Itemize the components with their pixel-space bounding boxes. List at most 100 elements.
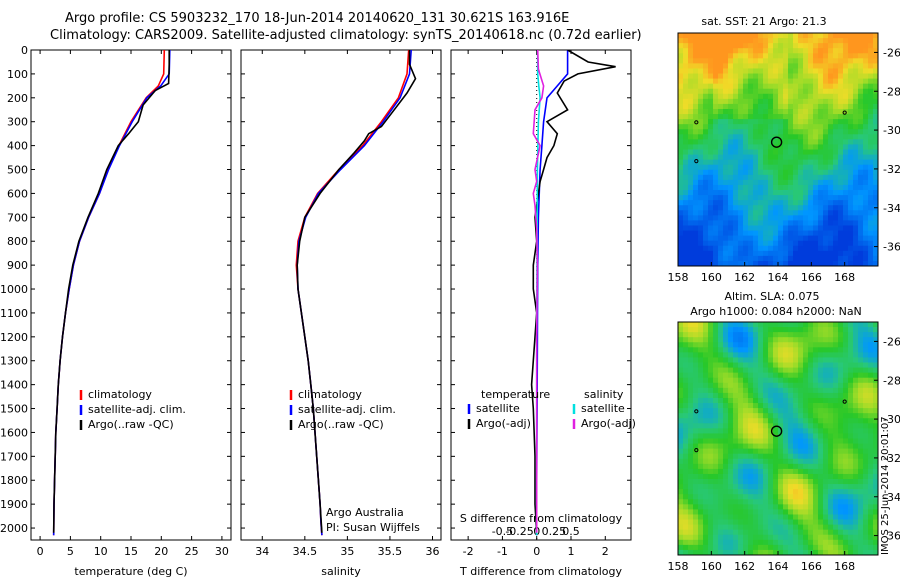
sla-map-subtitle: Argo h1000: 0.084 h2000: NaN <box>690 305 862 318</box>
map-cell <box>788 489 794 495</box>
map-cell <box>773 468 779 475</box>
map-cell <box>803 453 809 460</box>
map-cell <box>763 514 769 520</box>
map-cell <box>738 215 744 221</box>
map-cell <box>738 235 744 242</box>
map-cell <box>798 48 804 54</box>
map-cell <box>833 220 839 226</box>
map-cell <box>873 347 878 353</box>
map-cell <box>738 230 744 237</box>
map-cell <box>693 463 699 470</box>
map-cell <box>858 387 864 394</box>
map-cell <box>723 423 729 429</box>
map-cell <box>718 367 724 374</box>
map-cell <box>863 357 869 363</box>
map-cell <box>708 108 714 115</box>
map-cell <box>698 169 704 176</box>
map-cell <box>703 134 709 140</box>
map-cell <box>688 119 694 125</box>
map-cell <box>743 499 749 505</box>
map-cell <box>718 58 724 64</box>
map-cell <box>873 524 878 531</box>
map-cell <box>843 458 849 465</box>
map-cell <box>843 103 849 110</box>
map-cell <box>843 38 849 44</box>
map-cell <box>853 169 859 176</box>
map-cell <box>778 544 784 551</box>
map-cell <box>873 352 878 358</box>
map-cell <box>743 458 749 465</box>
map-cell <box>768 473 774 480</box>
map-cell <box>868 327 874 333</box>
map-cell <box>703 357 709 363</box>
sst-map-title: sat. SST: 21 Argo: 21.3 <box>701 15 826 28</box>
map-cell <box>758 392 764 399</box>
x-tick-label: 20 <box>154 545 168 558</box>
map-cell <box>748 342 754 348</box>
map-cell <box>718 184 724 191</box>
map-cell <box>773 357 779 363</box>
map-cell <box>833 139 839 145</box>
map-cell <box>778 98 784 105</box>
map-cell <box>678 225 684 231</box>
map-cell <box>733 372 739 379</box>
map-cell <box>788 93 794 100</box>
map-cell <box>778 235 784 242</box>
map-cell <box>868 174 874 181</box>
map-cell <box>863 144 869 150</box>
map-cell <box>778 428 784 434</box>
map-cell <box>778 48 784 54</box>
map-cell <box>868 68 874 74</box>
map-cell <box>718 352 724 358</box>
map-cell <box>753 403 759 409</box>
map-cell <box>793 43 799 49</box>
map-cell <box>688 377 694 384</box>
map-cell <box>803 473 809 480</box>
map-cell <box>738 88 744 95</box>
map-cell <box>753 179 759 186</box>
map-cell <box>828 352 834 358</box>
map-cell <box>853 58 859 64</box>
map-cell <box>683 230 689 237</box>
map-cell <box>678 154 684 161</box>
map-cell <box>853 332 859 338</box>
map-cell <box>793 357 799 363</box>
map-cell <box>758 494 764 500</box>
map-cell <box>828 549 834 555</box>
map-cell <box>858 38 864 44</box>
map-cell <box>873 184 878 191</box>
map-cell <box>708 433 714 439</box>
map-cell <box>728 73 734 79</box>
map-cell <box>823 78 829 85</box>
map-cell <box>858 534 864 541</box>
map-cell <box>678 408 684 414</box>
map-cell <box>688 159 694 166</box>
map-cell <box>838 342 844 348</box>
map-cell <box>748 448 754 455</box>
map-cell <box>728 468 734 475</box>
map-cell <box>723 372 729 379</box>
map-cell <box>858 453 864 460</box>
map-cell <box>728 367 734 374</box>
map-cell <box>873 463 878 470</box>
map-cell <box>718 93 724 100</box>
map-cell <box>698 392 704 399</box>
map-cell <box>713 144 719 150</box>
map-cell <box>678 392 684 399</box>
map-cell <box>683 423 689 429</box>
map-cell <box>793 195 799 201</box>
map-cell <box>783 38 789 44</box>
annotation-text: Argo Australia <box>326 506 404 519</box>
map-cell <box>768 453 774 460</box>
map-cell <box>758 98 764 105</box>
map-cell <box>848 144 854 150</box>
map-cell <box>868 408 874 414</box>
map-cell <box>778 524 784 531</box>
map-cell <box>748 463 754 470</box>
map-cell <box>848 114 854 120</box>
map-cell <box>758 93 764 100</box>
map-cell <box>873 210 878 216</box>
map-cell <box>843 215 849 221</box>
map-cell <box>858 114 864 120</box>
map-cell <box>748 539 754 546</box>
